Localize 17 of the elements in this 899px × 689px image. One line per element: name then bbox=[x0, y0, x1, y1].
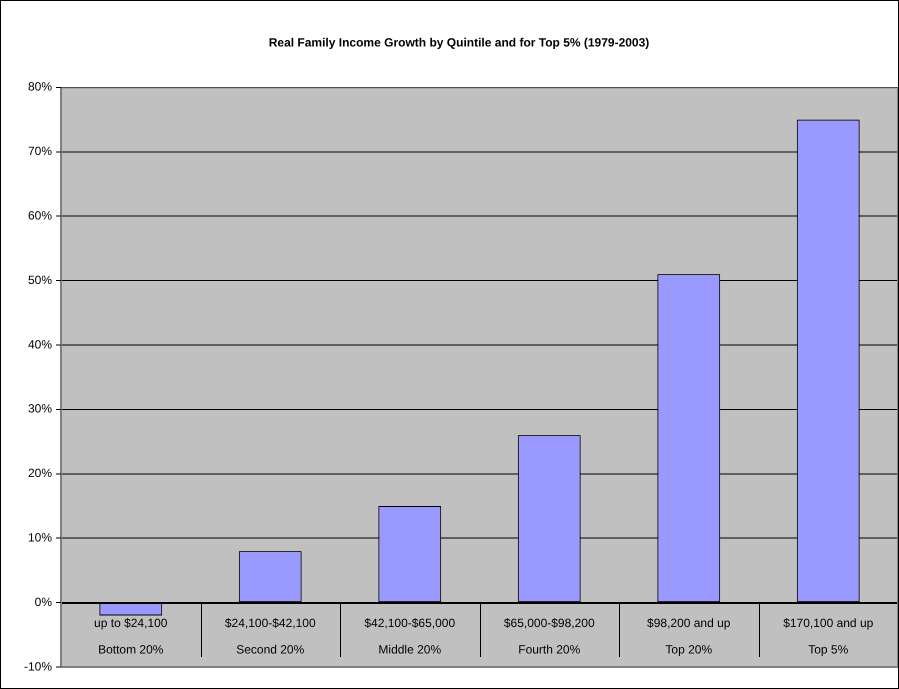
y-tick-label: 30% bbox=[28, 402, 52, 416]
y-tick-label: 10% bbox=[28, 530, 52, 545]
x-tick-label: $170,100 and up Top 5% bbox=[783, 616, 874, 657]
y-tick-label: 80% bbox=[28, 80, 52, 94]
chart-title: Real Family Income Growth by Quintile and for Top 5% (1979-2003) bbox=[268, 36, 650, 50]
x-tick-label: $42,100-$65,000 Middle 20% bbox=[364, 616, 456, 657]
y-tick-label: 60% bbox=[28, 208, 52, 223]
y-tick-label: 0% bbox=[34, 594, 52, 609]
x-tick-label: $65,000-$98,200 Fourth 20% bbox=[504, 616, 595, 657]
x-tick-label: $24,100-$42,100 Second 20% bbox=[224, 616, 316, 657]
y-tick-label: 50% bbox=[28, 272, 52, 287]
y-tick-label: -10% bbox=[24, 659, 52, 674]
y-tick-label: 70% bbox=[28, 144, 52, 158]
y-tick-label: 40% bbox=[28, 337, 52, 352]
x-tick-label: $98,200 and up Top 20% bbox=[647, 616, 731, 657]
x-tick-label: up to $24,100 Bottom 20% bbox=[94, 616, 168, 657]
y-tick-label: 20% bbox=[28, 466, 52, 480]
